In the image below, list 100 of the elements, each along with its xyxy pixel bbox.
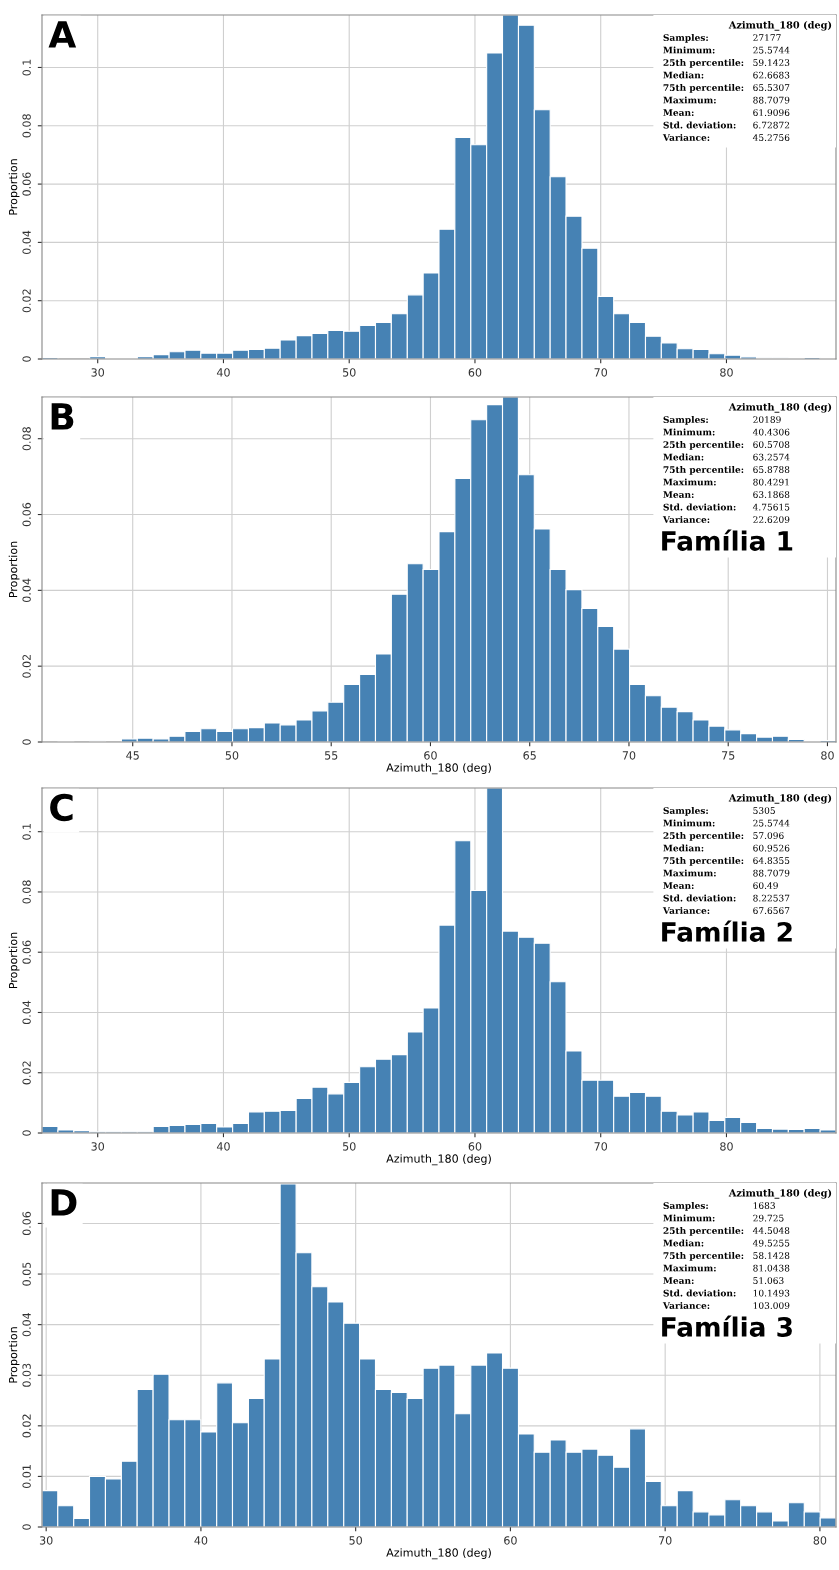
annotation: 5305 (753, 807, 775, 814)
annotation: Samples: (663, 34, 708, 43)
annotation: 61.9096 (753, 109, 790, 116)
y-tick-label: 0.05 (22, 1262, 31, 1286)
y-tick-label: 0.1 (22, 823, 31, 840)
x-axis-title: Azimuth_180 (deg) (386, 1548, 491, 1560)
annotation: Median: (663, 1239, 704, 1247)
annotation: 27177 (753, 34, 781, 41)
annotation: Variance: (662, 516, 710, 523)
annotation: 60.49 (753, 882, 778, 889)
chart-title: D (51, 1189, 77, 1216)
x-tick-label: 55 (325, 751, 338, 760)
annotation: Median: (663, 844, 704, 852)
annotation: 63.2574 (753, 453, 790, 461)
annotation: 60.9526 (753, 844, 790, 852)
annotation: 49.5255 (752, 1239, 790, 1247)
annotation: 25.5744 (753, 819, 790, 827)
annotation: Std. deviation: (663, 1289, 736, 1297)
y-tick-label: 0.06 (22, 1211, 31, 1236)
annotation: Mean: (663, 109, 694, 116)
annotation: Mean: (663, 1277, 694, 1284)
x-tick-label: 65 (523, 751, 536, 760)
y-tick-label: 0.04 (22, 578, 31, 602)
y-tick-label: 0.02 (22, 1414, 31, 1438)
annotation: 25th percentile: (663, 1227, 744, 1236)
annotation: Maximum: (663, 869, 716, 877)
y-tick-label: 0.08 (22, 427, 31, 451)
annotation: Minimum: (663, 1214, 715, 1222)
annotation: 25th percentile: (663, 59, 744, 68)
annotation: Família 3 (662, 1315, 792, 1337)
annotation: 8.22537 (753, 894, 790, 902)
annotation: 63.1868 (753, 491, 790, 498)
annotation: Variance: (662, 134, 710, 141)
y-tick-label: 0 (22, 356, 31, 362)
annotation: Std. deviation: (663, 503, 736, 511)
annotation: Maximum: (663, 96, 716, 104)
y-tick-label: 0.04 (22, 1312, 31, 1337)
x-tick-label: 50 (225, 751, 239, 760)
y-tick-label: 0.01 (22, 1465, 31, 1489)
annotation: 80.4291 (753, 478, 789, 486)
annotation: 81.0438 (753, 1264, 790, 1272)
annotation: 4.75615 (752, 503, 790, 511)
y-tick-label: 0 (22, 1524, 31, 1530)
x-tick-label: 60 (424, 751, 437, 760)
annotation: 10.1493 (753, 1289, 790, 1297)
x-tick-label: 75 (722, 751, 735, 760)
y-tick-label: 0.04 (22, 230, 31, 255)
y-tick-label: 0.08 (22, 880, 31, 904)
annotation: Maximum: (663, 1264, 716, 1272)
annotation: 44.5048 (752, 1227, 790, 1234)
x-tick-label: 30 (91, 368, 105, 377)
y-tick-label: 0.03 (22, 1363, 31, 1387)
x-tick-label: 45 (126, 751, 139, 760)
y-axis-title: Proportion (8, 932, 20, 989)
y-tick-label: 0 (22, 739, 31, 745)
chart-title: C (50, 793, 73, 822)
annotation: Median: (663, 71, 704, 79)
y-axis-title: Proportion (8, 541, 20, 598)
annotation: 20189 (753, 416, 781, 423)
y-tick-label: 0 (22, 1130, 31, 1136)
y-tick-label: 0.06 (22, 940, 31, 964)
y-axis-title: Proportion (8, 1327, 20, 1383)
y-tick-label: 0.04 (22, 1000, 31, 1025)
y-tick-label: 0.02 (22, 654, 31, 678)
x-tick-label: 40 (216, 1142, 230, 1151)
annotation: 75th percentile: (663, 1252, 744, 1261)
annotation: Variance: (662, 907, 710, 914)
chart-title: B (51, 403, 74, 430)
y-tick-label: 0.1 (22, 59, 31, 76)
annotation: Std. deviation: (663, 121, 736, 129)
annotation: Azimuth_180 (deg) (728, 1189, 832, 1199)
y-tick-label: 0.02 (22, 1061, 31, 1085)
x-axis-title: Azimuth_180 (deg) (386, 763, 491, 775)
annotation: Minimum: (663, 819, 715, 827)
annotation: 88.7079 (753, 869, 790, 877)
x-tick-label: 80 (813, 1536, 827, 1545)
annotation: 25.5744 (753, 46, 790, 54)
annotation: 75th percentile: (663, 84, 744, 93)
annotation: 6.72872 (753, 121, 790, 129)
annotation: 58.1428 (753, 1252, 790, 1259)
x-tick-label: 70 (659, 1536, 672, 1545)
annotation: 65.5307 (753, 84, 790, 91)
annotation: Minimum: (663, 46, 715, 54)
annotation: Azimuth_180 (deg) (728, 794, 832, 804)
annotation: 75th percentile: (663, 466, 744, 475)
annotation: 1683 (753, 1202, 775, 1209)
x-tick-label: 40 (194, 1536, 208, 1545)
x-tick-label: 50 (349, 1536, 362, 1545)
annotation: Std. deviation: (663, 894, 736, 902)
y-tick-label: 0.08 (22, 114, 31, 138)
x-tick-label: 70 (594, 368, 608, 377)
annotation: 88.7079 (753, 96, 790, 104)
annotation: Samples: (663, 1202, 708, 1211)
annotation: 65.8788 (753, 466, 790, 473)
annotation: 57.096 (753, 832, 784, 839)
x-tick-label: 70 (622, 751, 636, 760)
y-tick-label: 0.02 (22, 289, 31, 313)
annotation: 64.8355 (753, 857, 790, 864)
annotation: Samples: (663, 416, 708, 425)
x-tick-label: 50 (343, 1142, 356, 1151)
